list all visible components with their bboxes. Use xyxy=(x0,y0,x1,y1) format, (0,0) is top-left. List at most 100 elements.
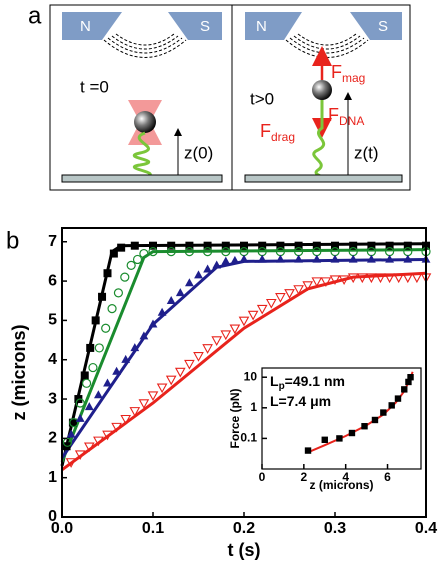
marker xyxy=(212,260,222,269)
magnet-label: N xyxy=(80,18,91,35)
marker xyxy=(147,391,159,402)
marker xyxy=(331,241,339,250)
force-symbol: F xyxy=(328,105,339,125)
marker xyxy=(405,378,412,386)
fit-line xyxy=(60,242,427,467)
marker xyxy=(109,249,118,258)
force-subscript: mag xyxy=(342,71,365,85)
x-tick-label: 0.3 xyxy=(324,520,346,537)
marker xyxy=(129,407,141,417)
marker xyxy=(184,246,194,257)
magnet xyxy=(350,12,402,40)
magnet-label: S xyxy=(200,18,210,35)
marker xyxy=(229,324,241,335)
y-tick-label: 7 xyxy=(48,233,57,250)
height-label: z(t) xyxy=(354,143,379,162)
marker xyxy=(84,402,94,411)
marker xyxy=(385,254,394,263)
marker xyxy=(375,273,386,284)
force-label: FDNA xyxy=(328,105,364,128)
marker xyxy=(113,288,124,298)
marker xyxy=(184,359,195,370)
force-label: Fdrag xyxy=(260,121,295,144)
marker xyxy=(80,371,89,380)
x-tick-label: 0.4 xyxy=(415,520,437,537)
marker xyxy=(107,304,117,314)
marker xyxy=(394,395,402,402)
marker xyxy=(103,269,112,278)
axis-frame xyxy=(261,367,422,470)
marker xyxy=(221,241,230,250)
marker xyxy=(304,447,312,454)
fit-line xyxy=(60,248,427,463)
panel-label: b xyxy=(6,227,19,254)
marker xyxy=(311,277,323,288)
marker xyxy=(284,289,295,299)
marker xyxy=(75,398,85,408)
magnet xyxy=(168,12,222,40)
marker xyxy=(148,246,158,257)
marker xyxy=(86,343,95,352)
marker xyxy=(238,316,250,327)
x-axis-label: t (s) xyxy=(228,540,261,560)
marker xyxy=(361,423,368,430)
dna xyxy=(312,100,326,178)
marker xyxy=(98,292,107,301)
marker xyxy=(117,243,126,252)
marker xyxy=(66,429,76,438)
annotation-subscript: p xyxy=(279,381,285,392)
x-axis-label: z (microns) xyxy=(309,478,373,492)
force-label: Fmag xyxy=(331,62,365,85)
y-tick-label: 1 xyxy=(250,400,257,414)
marker xyxy=(121,354,131,363)
marker xyxy=(349,241,358,250)
marker xyxy=(401,386,408,393)
dna xyxy=(132,131,152,178)
force-symbol: F xyxy=(260,121,271,141)
marker xyxy=(258,241,267,250)
marker xyxy=(403,241,412,250)
marker xyxy=(203,246,213,257)
marker xyxy=(348,254,358,263)
marker xyxy=(103,378,112,387)
y-axis-label: Force (pN) xyxy=(228,388,242,448)
x-tick-label: 0.2 xyxy=(233,520,255,537)
x-tick-label: 0 xyxy=(259,470,266,484)
marker xyxy=(132,254,143,265)
marker xyxy=(330,254,340,263)
marker xyxy=(203,241,212,250)
annotation-text: =49.1 nm xyxy=(285,373,345,389)
marker xyxy=(174,367,186,378)
marker xyxy=(165,375,177,386)
marker xyxy=(81,378,92,388)
annotation: L=7.4 μm xyxy=(270,393,331,409)
marker xyxy=(157,307,167,316)
x-tick-label: 0.0 xyxy=(51,520,73,537)
magnet xyxy=(62,12,122,40)
chart: 0 2 4 6 0.1 1 10 z (microns) Force (pN) Lp=49.1 n… xyxy=(228,367,422,492)
surface xyxy=(61,174,223,183)
marker xyxy=(62,437,73,447)
marker xyxy=(312,254,322,263)
marker xyxy=(367,241,376,250)
force-subscript: DNA xyxy=(339,114,364,128)
surface xyxy=(244,174,403,183)
marker xyxy=(120,414,132,425)
y-tick-label: 1 xyxy=(48,469,57,486)
time-label: t>0 xyxy=(250,89,274,108)
marker xyxy=(194,270,203,279)
marker xyxy=(380,409,387,416)
marker xyxy=(221,256,231,265)
marker xyxy=(402,273,414,284)
marker xyxy=(347,273,359,284)
marker xyxy=(221,246,231,257)
marker xyxy=(230,255,240,264)
panel-a: a N S t =0 z(0) N S t>0 z(t) F xyxy=(28,2,411,191)
marker xyxy=(385,241,394,250)
x-tick-label: 4 xyxy=(342,470,349,484)
y-tick-label: 3 xyxy=(48,390,57,407)
y-tick-label: 10 xyxy=(244,369,258,383)
marker xyxy=(65,458,77,468)
marker xyxy=(320,277,332,288)
